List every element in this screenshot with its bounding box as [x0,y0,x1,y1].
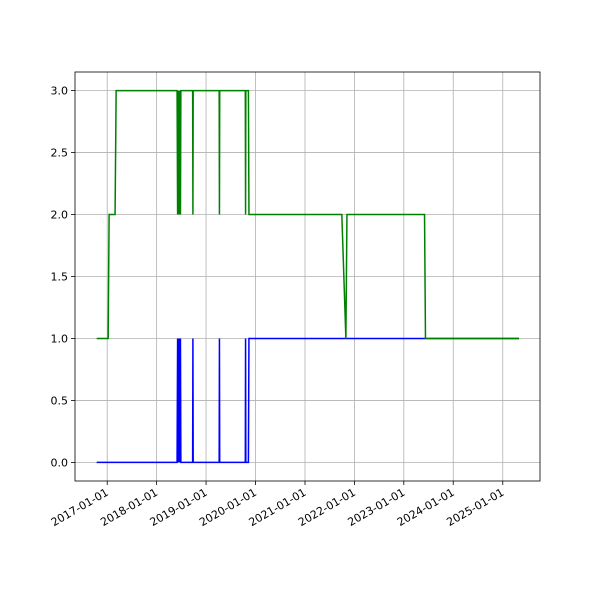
y-tick-label: 1.0 [51,332,69,345]
y-tick-label: 2.0 [51,209,69,222]
data-line [96,337,520,464]
y-tick-label: 1.5 [51,271,69,284]
y-tick-label: 2.5 [51,147,69,160]
data-line [96,89,520,340]
y-tick-label: 0.5 [51,394,69,407]
y-tick-label: 3.0 [51,85,69,98]
y-tick-label: 0.0 [51,456,69,469]
lines [96,89,520,464]
